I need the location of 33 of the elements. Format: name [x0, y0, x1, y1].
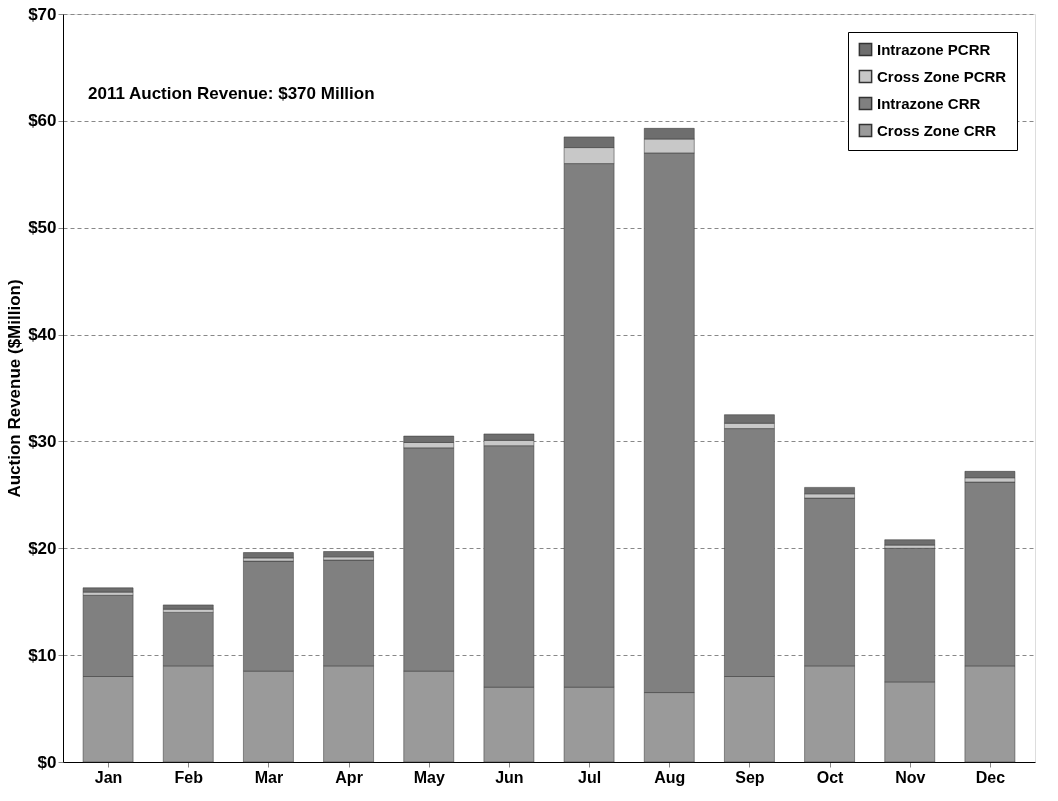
bar — [964, 471, 1016, 479]
x-tick-label: Aug — [654, 768, 686, 786]
y-tick-label: $0 — [37, 752, 57, 772]
legend-label: Intrazone CRR — [877, 94, 981, 112]
y-tick-label: $50 — [28, 218, 57, 238]
x-tick-label: Mar — [254, 768, 284, 786]
x-tick-label: Jan — [94, 768, 123, 786]
bar — [884, 539, 935, 546]
bar — [163, 604, 214, 610]
x-tick-label: Nov — [895, 768, 926, 786]
x-tick-label: Jul — [578, 768, 602, 786]
x-tick-label: Dec — [975, 768, 1006, 786]
y-axis-title: Auction Revenue ($Million) — [5, 279, 25, 498]
legend-label: Cross Zone CRR — [877, 121, 997, 139]
x-tick-label: May — [413, 768, 445, 786]
x-tick-label: Sep — [735, 768, 765, 786]
x-tick-label: Apr — [335, 768, 363, 786]
annotation: 2011 Auction Revenue: $370 Million — [88, 84, 375, 103]
bar — [82, 587, 134, 593]
y-tick-label: $40 — [28, 325, 57, 345]
bar — [804, 487, 855, 495]
y-tick-label: $10 — [28, 645, 57, 665]
bar — [243, 552, 294, 559]
y-tick-label: $60 — [28, 111, 57, 131]
bar — [323, 551, 374, 558]
y-tick-label: $70 — [28, 4, 57, 24]
x-tick-label: Oct — [816, 768, 845, 786]
x-tick-label: Feb — [174, 768, 204, 786]
x-tick-label: Jun — [495, 768, 524, 786]
legend-label: Intrazone PCRR — [877, 40, 991, 58]
legend-label: Cross Zone PCRR — [877, 67, 1007, 85]
y-tick-label: $20 — [28, 538, 57, 558]
y-tick-label: $30 — [28, 431, 57, 451]
